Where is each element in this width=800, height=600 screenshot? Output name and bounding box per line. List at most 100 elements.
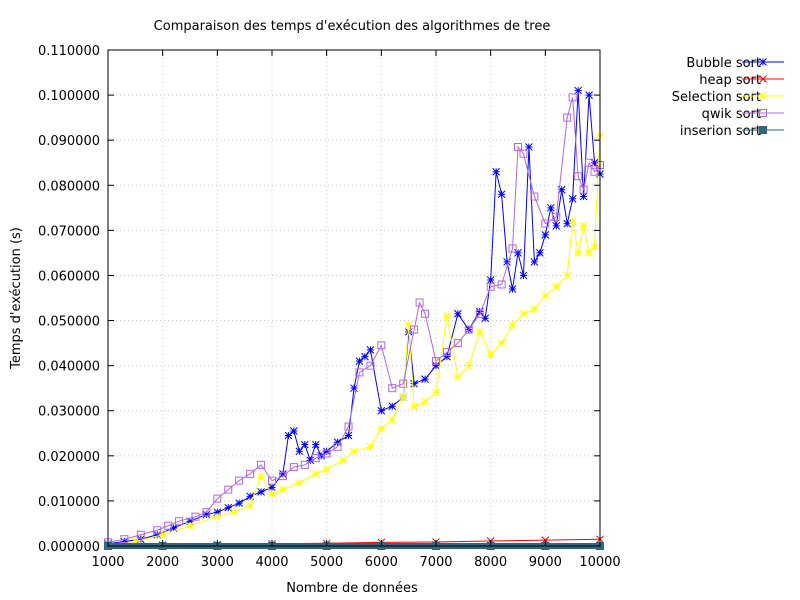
data-point-bubble-sort (481, 314, 490, 323)
legend-marker-heap-sort (759, 75, 767, 83)
data-point-qwik-sort (399, 379, 408, 388)
data-point-qwik-sort (415, 298, 424, 307)
y-tick-label: 0.050000 (38, 315, 100, 330)
data-point-qwik-sort (213, 494, 222, 503)
data-point-bubble-sort (497, 190, 506, 199)
legend-marker-inserion-sort (759, 126, 767, 134)
x-tick-label: 8000 (474, 555, 507, 570)
data-point-bubble-sort (366, 346, 375, 354)
data-point-selection-sort (311, 470, 320, 478)
series-bubble-sort (104, 86, 604, 548)
data-point-selection-sort (399, 393, 408, 402)
legend: Bubble sort heap sort Selection sort qwik s… (672, 56, 784, 139)
data-point-bubble-sort (563, 219, 572, 228)
data-point-selection-sort (454, 373, 462, 381)
data-point-qwik-sort (246, 469, 255, 478)
data-point-selection-sort (585, 249, 593, 257)
data-point-bubble-sort (295, 447, 304, 456)
data-point-selection-sort (590, 242, 599, 250)
data-point-bubble-sort (300, 440, 309, 449)
chart-title: Comparaison des temps d'exécution des al… (154, 19, 551, 34)
y-tick-label: 0.020000 (38, 450, 100, 465)
y-tick-label: 0.000000 (38, 540, 100, 555)
data-point-bubble-sort (290, 427, 298, 435)
legend-label-inserion-sort: inserion sort (680, 124, 761, 139)
data-point-bubble-sort (585, 91, 593, 99)
data-point-selection-sort (443, 312, 451, 320)
series-line-selection-sort (107, 135, 601, 546)
data-point-bubble-sort (536, 249, 544, 257)
data-point-qwik-sort (464, 325, 473, 334)
data-point-qwik-sort (568, 93, 577, 102)
series-line-qwik-sort (107, 97, 601, 543)
grid-lines (108, 50, 600, 546)
data-point-bubble-sort (475, 307, 484, 316)
data-point-qwik-sort (311, 454, 320, 463)
data-point-qwik-sort (191, 512, 200, 521)
legend-marker-qwik-sort (759, 109, 767, 117)
x-tick-label: 7000 (419, 555, 452, 570)
y-tick-label: 0.040000 (38, 360, 100, 375)
data-point-bubble-sort (503, 258, 511, 266)
data-point-bubble-sort (443, 352, 451, 361)
data-point-qwik-sort (530, 192, 539, 201)
data-point-selection-sort (158, 530, 167, 539)
data-point-qwik-sort (590, 167, 599, 176)
x-tick-label: 10000 (579, 555, 620, 570)
data-point-selection-sort (432, 388, 440, 397)
data-point-qwik-sort (278, 472, 287, 481)
data-point-qwik-sort (574, 172, 583, 181)
data-point-qwik-sort (410, 325, 419, 334)
data-point-bubble-sort (235, 499, 244, 508)
data-point-qwik-sort (563, 113, 572, 122)
data-point-selection-sort (563, 271, 572, 280)
data-point-selection-sort (213, 512, 222, 521)
data-point-qwik-sort (235, 476, 244, 485)
y-tick-label: 0.070000 (38, 224, 100, 239)
data-point-selection-sort (552, 282, 561, 291)
data-point-selection-sort (257, 472, 265, 480)
data-point-bubble-sort (388, 402, 397, 411)
data-point-selection-sort (350, 447, 358, 456)
data-point-bubble-sort (202, 510, 211, 519)
data-point-qwik-sort (508, 244, 517, 253)
data-point-bubble-sort (268, 483, 276, 492)
data-point-qwik-sort (224, 485, 233, 494)
data-point-selection-sort (541, 291, 550, 300)
data-point-qwik-sort (541, 219, 550, 228)
x-axis-label: Nombre de données (286, 581, 418, 596)
y-tick-label: 0.010000 (38, 495, 100, 510)
data-point-qwik-sort (344, 422, 353, 431)
data-point-qwik-sort (175, 517, 184, 526)
data-point-bubble-sort (432, 361, 440, 370)
data-point-qwik-sort (432, 357, 440, 366)
data-point-selection-sort (568, 217, 577, 226)
series-selection-sort (104, 131, 604, 549)
data-point-qwik-sort (300, 460, 309, 469)
data-point-qwik-sort (268, 476, 276, 485)
data-point-bubble-sort (410, 379, 418, 388)
data-point-bubble-sort (568, 194, 577, 203)
data-point-selection-sort (388, 415, 397, 424)
data-point-selection-sort (519, 309, 528, 318)
data-point-bubble-sort (530, 258, 539, 266)
data-point-qwik-sort (257, 460, 266, 469)
data-point-selection-sort (279, 485, 287, 494)
data-point-selection-sort (322, 465, 331, 474)
data-point-bubble-sort (350, 384, 358, 393)
data-point-selection-sort (377, 424, 386, 433)
data-point-bubble-sort (492, 167, 500, 176)
data-point-qwik-sort (120, 535, 129, 544)
data-point-selection-sort (486, 350, 495, 359)
data-point-qwik-sort (202, 508, 211, 517)
data-point-bubble-sort (213, 508, 222, 517)
data-point-qwik-sort (136, 530, 145, 539)
x-tick-label: 5000 (310, 555, 343, 570)
y-axis-label: Temps d'exécution (s) (9, 227, 24, 370)
data-point-bubble-sort (361, 352, 369, 361)
data-point-bubble-sort (590, 158, 599, 167)
data-point-selection-sort (295, 479, 304, 487)
y-tick-label: 0.060000 (38, 269, 100, 284)
data-point-bubble-sort (306, 456, 315, 465)
